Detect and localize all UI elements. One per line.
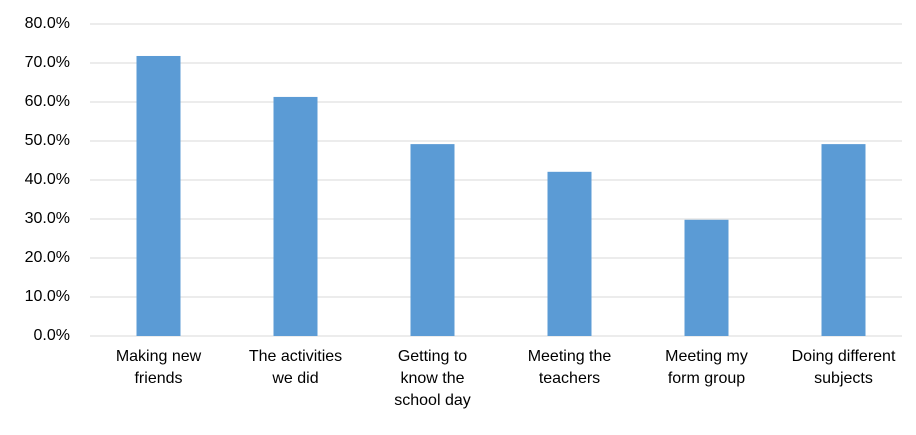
y-tick-label: 0.0% — [34, 327, 70, 344]
y-tick-label: 30.0% — [25, 210, 70, 227]
bar — [273, 96, 318, 337]
bar — [410, 144, 455, 336]
x-tick-label: Making new friends — [115, 348, 202, 387]
y-tick-label: 10.0% — [25, 288, 70, 305]
y-tick-label: 80.0% — [25, 15, 70, 32]
y-tick-label: 20.0% — [25, 249, 70, 266]
x-tick-label: Doing different subjects — [791, 348, 896, 387]
x-tick-label: Getting to know the school day — [394, 348, 471, 409]
y-tick-label: 60.0% — [25, 93, 70, 110]
bar — [821, 144, 866, 336]
y-tick-label: 50.0% — [25, 132, 70, 149]
bar — [684, 219, 729, 336]
bar — [547, 171, 592, 336]
x-tick-label: Meeting my form group — [665, 348, 748, 387]
x-tick-label: Meeting the teachers — [527, 348, 612, 387]
y-tick-label: 70.0% — [25, 54, 70, 71]
y-tick-label: 40.0% — [25, 171, 70, 188]
bar — [136, 55, 181, 336]
x-tick-label: The activities we did — [248, 348, 343, 387]
